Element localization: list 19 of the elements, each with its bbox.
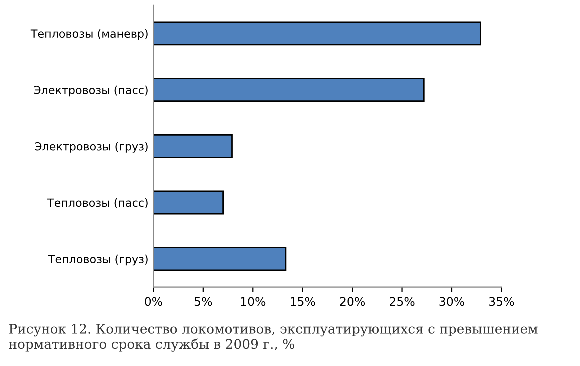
bar	[154, 247, 287, 272]
x-tick-label: 15%	[291, 297, 316, 306]
bar	[154, 134, 233, 158]
x-tick-label: 30%	[440, 297, 464, 306]
x-tick-label: 10%	[241, 297, 266, 306]
x-tick-label: 20%	[340, 297, 366, 306]
text: Рисунок 12. Количество локомотивов, эксплуатирующихся с превышением нормативного срока службы в 2009 г., %	[9, 324, 538, 352]
bar	[154, 190, 224, 215]
bar	[154, 78, 425, 102]
y-tick-label: Тепловозы (пасс)	[47, 198, 148, 208]
x-tick-label: 0%	[145, 297, 162, 306]
y-tick-label: Тепловозы (груз)	[48, 254, 148, 266]
x-tick-label: 35%	[489, 297, 514, 306]
bar	[154, 22, 482, 46]
x-tick-label: 25%	[390, 297, 415, 306]
x-tick-label: 5%	[194, 297, 212, 306]
y-tick-label: Электровозы (пасс)	[34, 86, 148, 97]
y-tick-label: Электровозы (груз)	[35, 142, 148, 153]
y-tick-label: Тепловозы (маневр)	[30, 29, 148, 40]
